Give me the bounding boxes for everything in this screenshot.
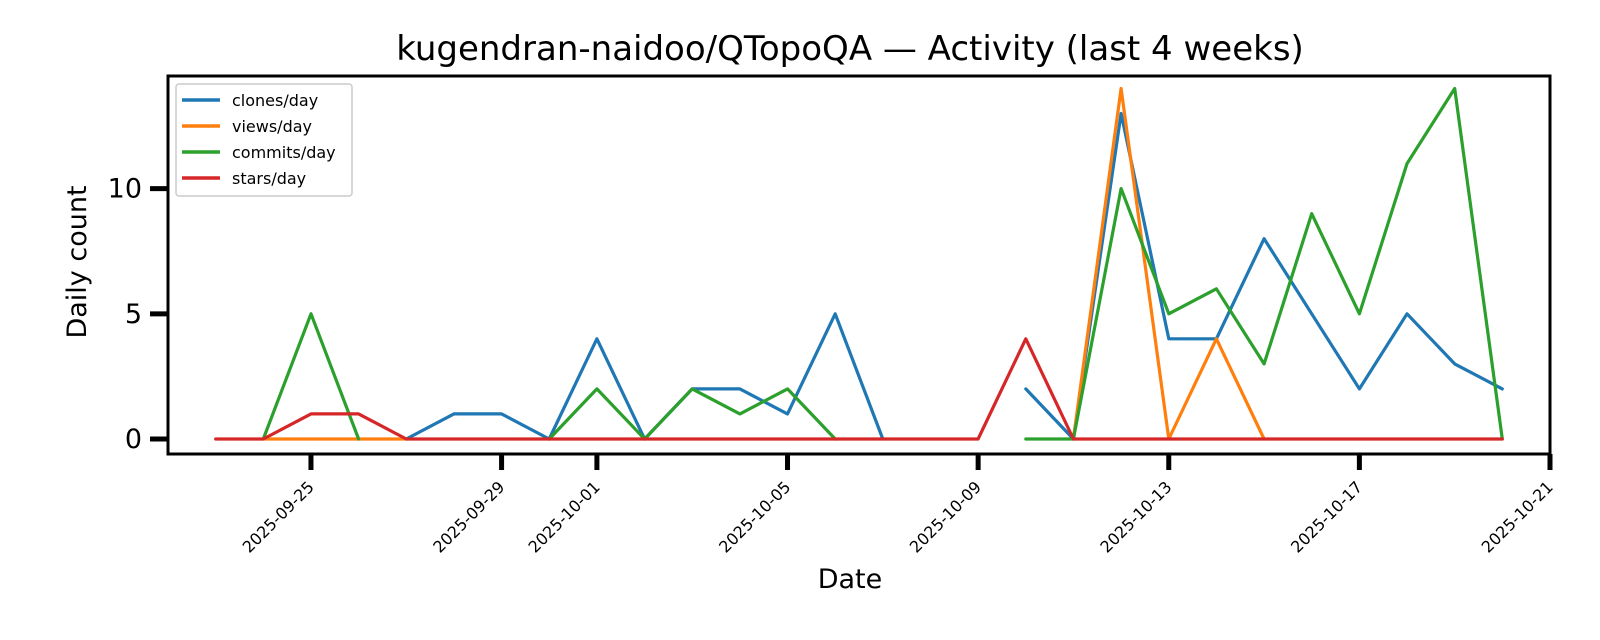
legend-label: stars/day [232, 169, 306, 188]
x-tick-label: 2025-09-29 [429, 477, 508, 556]
series-line [261, 86, 1266, 441]
chart-title: kugendran-naidoo/QTopoQA — Activity (las… [396, 29, 1304, 69]
x-tick-label: 2025-09-25 [239, 477, 318, 556]
x-tick-label: 2025-10-21 [1478, 477, 1557, 556]
x-tick-label: 2025-10-05 [715, 477, 794, 556]
x-tick-label: 2025-10-13 [1096, 477, 1175, 556]
x-tick-label: 2025-10-17 [1287, 477, 1366, 556]
plot-frame [166, 74, 1552, 456]
y-tick-label: 0 [125, 424, 142, 455]
series-line [404, 111, 1504, 441]
y-tick-label: 10 [108, 174, 142, 205]
y-tick-label: 5 [125, 299, 142, 330]
x-axis-label: Date [818, 564, 883, 595]
legend-label: commits/day [232, 143, 336, 162]
x-tick-label: 2025-10-09 [906, 477, 985, 556]
series-line [214, 337, 1504, 441]
series-line [261, 86, 1504, 441]
legend-label: clones/day [232, 91, 318, 110]
x-tick-label: 2025-10-01 [525, 477, 604, 556]
legend-box [175, 83, 353, 197]
y-axis-label: Daily count [62, 185, 93, 338]
legend: clones/day views/day commits/day stars/day [175, 83, 353, 197]
legend-label: views/day [232, 117, 312, 136]
